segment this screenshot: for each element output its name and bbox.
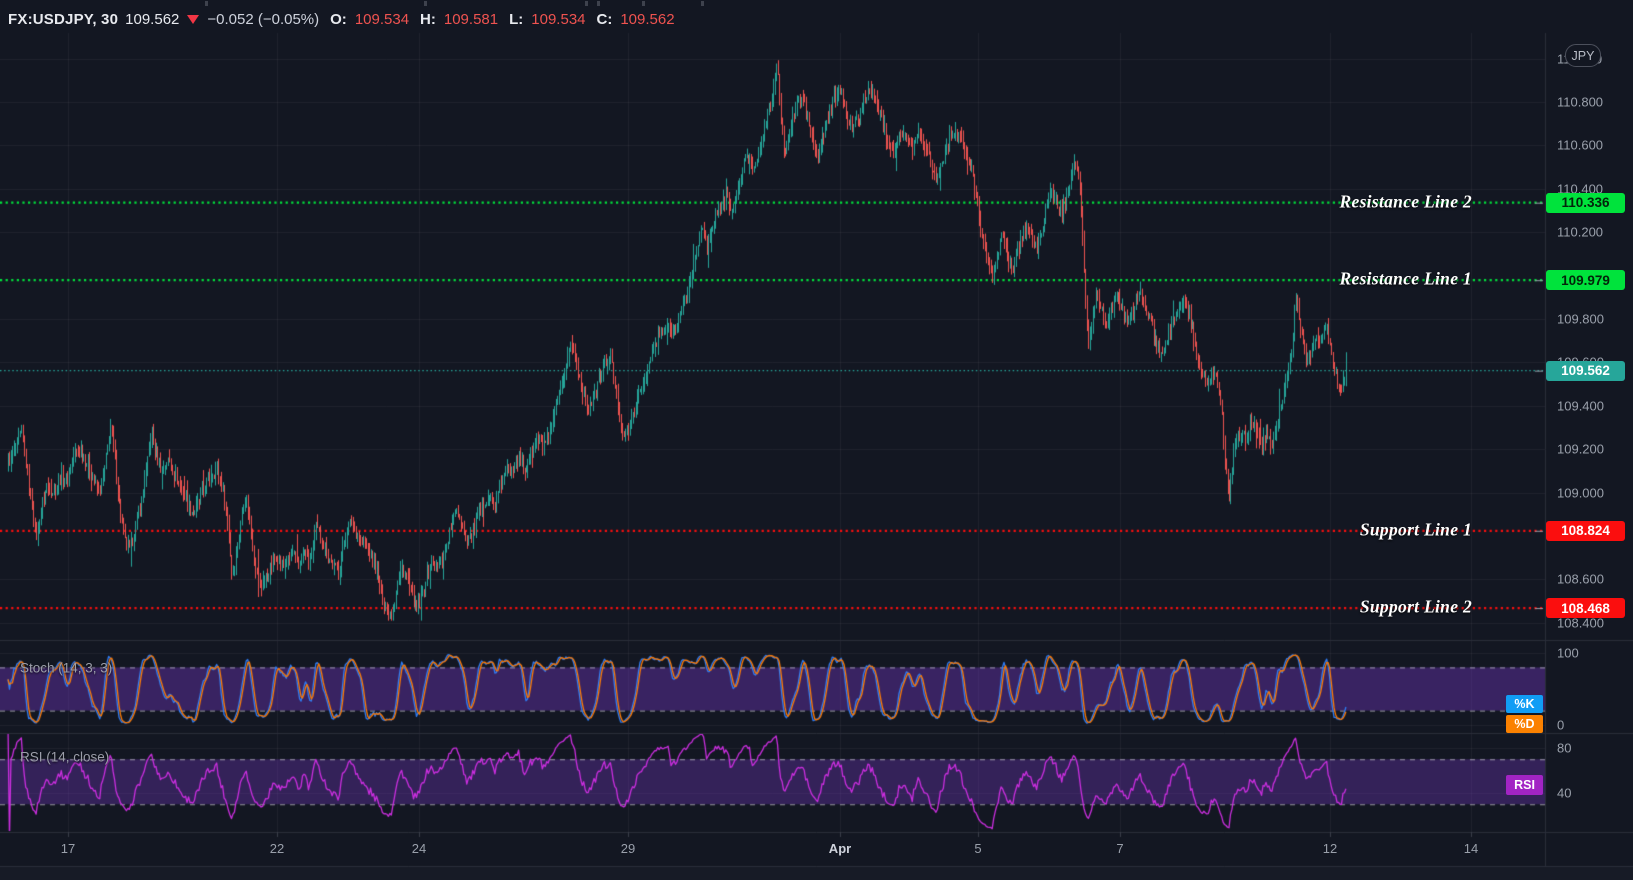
price-tick: 108.400: [1557, 615, 1604, 631]
close-label: C:: [596, 10, 613, 28]
price-tick: 110.800: [1557, 94, 1604, 110]
time-tick: 14: [1463, 841, 1479, 856]
time-tick: 12: [1322, 841, 1338, 856]
support2-price-badge: 108.468: [1546, 598, 1625, 619]
toolbar-fragment: [597, 1, 600, 6]
symbol-legend: FX:USDJPY, 30 109.562 −0.052 (−0.05%) O:…: [8, 9, 675, 29]
resistance-line-2-label[interactable]: Resistance Line 2: [1339, 191, 1472, 212]
price-tick: 108.600: [1557, 571, 1604, 587]
close-value: 109.562: [620, 10, 675, 28]
currency-unit-button[interactable]: JPY: [1565, 44, 1601, 67]
rsi-badge: RSI: [1506, 775, 1543, 795]
indicator-axis-tick: 0: [1557, 717, 1565, 733]
support-line-2-label[interactable]: Support Line 2: [1359, 596, 1472, 617]
time-tick: Apr: [828, 841, 852, 856]
toolbar-fragment: [642, 1, 645, 6]
price-tick: 109.000: [1557, 485, 1604, 501]
last-price: 109.562: [125, 10, 180, 28]
high-label: H:: [420, 10, 436, 28]
indicator-axis-tick: 80: [1557, 740, 1572, 756]
indicator-axis-tick: 40: [1557, 785, 1572, 801]
low-label: L:: [509, 10, 524, 28]
toolbar-fragment: [424, 1, 427, 6]
time-tick: 24: [411, 841, 427, 856]
open-value: 109.534: [354, 10, 410, 28]
time-tick: 5: [974, 841, 982, 856]
high-value: 109.581: [443, 10, 499, 28]
price-down-arrow-icon: [187, 14, 200, 24]
price-change: −0.052 (−0.05%): [207, 10, 320, 28]
toolbar-fragment: [701, 1, 704, 6]
time-tick: 7: [1116, 841, 1124, 856]
pct-k-badge: %K: [1506, 695, 1543, 713]
open-label: O:: [330, 10, 347, 28]
price-tick: 110.200: [1557, 224, 1604, 240]
resistance1-price-badge: 109.979: [1546, 270, 1625, 291]
symbol-title[interactable]: FX:USDJPY, 30: [8, 10, 119, 28]
time-tick: 29: [620, 841, 636, 856]
price-tick: 109.800: [1557, 311, 1604, 327]
support1-price-badge: 108.824: [1546, 520, 1625, 541]
last-price-badge: 109.562: [1546, 360, 1625, 381]
price-tick: 109.400: [1557, 398, 1604, 414]
price-tick: 110.400: [1557, 181, 1604, 197]
indicator-axis-tick: 100: [1557, 645, 1579, 661]
toolbar-fragment: [585, 1, 588, 6]
time-tick: 17: [60, 841, 76, 856]
resistance-line-1-label[interactable]: Resistance Line 1: [1339, 268, 1472, 289]
support-line-1-label[interactable]: Support Line 1: [1359, 519, 1472, 540]
time-tick: 22: [269, 841, 285, 856]
price-tick: 109.200: [1557, 441, 1604, 457]
price-tick: 110.600: [1557, 137, 1604, 153]
resistance2-price-badge: 110.336: [1546, 192, 1625, 213]
pct-d-badge: %D: [1506, 715, 1543, 733]
stoch-indicator-title[interactable]: Stoch (14, 3, 3): [20, 660, 113, 676]
rsi-indicator-title[interactable]: RSI (14, close): [20, 749, 110, 765]
low-value: 109.534: [531, 10, 586, 28]
toolbar-fragment: [205, 1, 208, 6]
